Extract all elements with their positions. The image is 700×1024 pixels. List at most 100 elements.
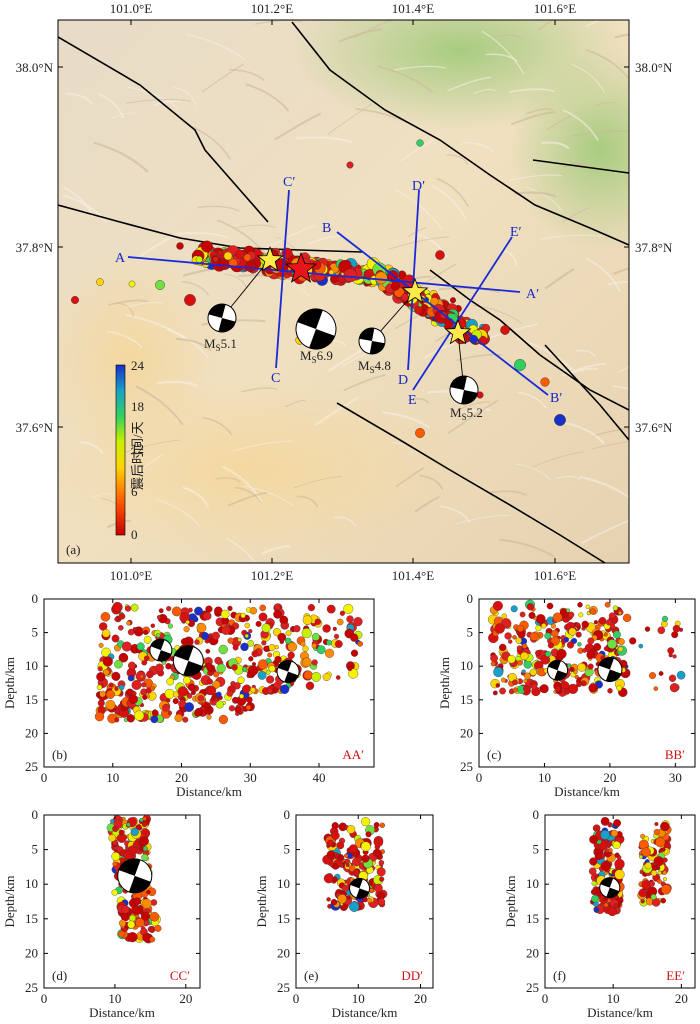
ridge-line xyxy=(591,441,629,450)
fault-line xyxy=(291,21,629,246)
lon-tick: 101.0°E xyxy=(110,568,152,583)
section-dot xyxy=(131,680,142,690)
ridge-line xyxy=(224,273,248,289)
colorbar-tick: 24 xyxy=(131,358,145,373)
ridge-line xyxy=(226,537,257,563)
section-dot xyxy=(520,651,529,661)
profile-line-ee xyxy=(412,236,513,391)
section-dot xyxy=(248,665,259,676)
panel-label: (c) xyxy=(487,747,501,762)
aftershock-dot xyxy=(217,249,223,256)
section-dot xyxy=(128,661,136,670)
section-dot xyxy=(218,644,228,655)
aftershock-dot xyxy=(435,250,445,260)
section-dot xyxy=(349,901,360,912)
section-dot xyxy=(261,640,267,646)
section-dot xyxy=(510,605,518,613)
aftershock-dot xyxy=(416,139,424,147)
section-dot xyxy=(126,714,135,723)
section-dot xyxy=(612,630,621,639)
section-dot xyxy=(311,643,317,649)
section-dot xyxy=(142,816,147,821)
section-dot xyxy=(668,674,677,682)
section-dot xyxy=(112,825,119,832)
ridge-line xyxy=(422,343,455,360)
beachball xyxy=(349,877,371,899)
x-axis-label: Distance/km xyxy=(554,784,620,799)
section-dot xyxy=(118,919,127,927)
section-dot xyxy=(307,604,315,612)
section-dot xyxy=(504,632,512,640)
section-dot xyxy=(214,656,222,665)
section-dot xyxy=(183,626,190,633)
section-dot xyxy=(492,600,503,611)
section-dot xyxy=(138,846,144,852)
section-dot xyxy=(516,645,522,651)
section-dot xyxy=(183,676,191,685)
ridge-line xyxy=(125,313,186,340)
section-dot xyxy=(600,817,610,826)
section-dot xyxy=(521,643,528,649)
lon-tick: 101.0°E xyxy=(110,1,152,16)
section-dot xyxy=(126,620,131,626)
section-dot xyxy=(248,690,253,695)
section-dot xyxy=(649,880,655,887)
section-dot xyxy=(265,670,271,675)
section-dot xyxy=(593,907,600,913)
beachball xyxy=(207,303,237,333)
lon-tick: 101.2°E xyxy=(251,568,293,583)
ridge-line xyxy=(245,83,290,112)
section-dot xyxy=(600,830,610,840)
section-dot xyxy=(302,645,309,652)
section-dot xyxy=(267,688,273,694)
section-dot xyxy=(616,685,623,692)
ridge-line xyxy=(152,100,183,107)
section-dot xyxy=(128,914,136,922)
colorbar-tick: 12 xyxy=(131,441,144,456)
section-dot xyxy=(326,897,331,902)
section-dot xyxy=(509,689,514,695)
section-dot xyxy=(139,674,144,679)
section-dot xyxy=(268,665,276,673)
section-dot xyxy=(589,835,598,844)
ridge-line xyxy=(473,88,496,95)
ridge-line xyxy=(612,385,629,390)
lat-ticks-left: 38.0°N 37.8°N 37.6°N xyxy=(16,60,54,435)
section-dot xyxy=(360,841,371,852)
section-dot xyxy=(589,857,598,866)
section-dot xyxy=(326,850,336,859)
section-dot xyxy=(563,637,569,643)
mech-label-ms4-8: MS4.8 xyxy=(358,358,391,375)
section-dot xyxy=(105,689,115,699)
section-dot xyxy=(184,702,194,712)
profile-tag: CC′ xyxy=(170,968,190,983)
section-dot xyxy=(331,831,340,840)
section-dot xyxy=(132,627,137,632)
section-dot xyxy=(311,672,322,682)
section-dot xyxy=(612,841,621,849)
section-dot xyxy=(512,687,518,693)
section-dot xyxy=(268,644,276,652)
aftershock-dot xyxy=(223,251,233,261)
section-dot xyxy=(279,684,290,694)
section-dot xyxy=(669,683,679,693)
section-dot xyxy=(149,911,160,922)
beachball xyxy=(172,645,204,677)
section-dot xyxy=(151,709,159,717)
section-dot xyxy=(234,706,242,714)
section-dot xyxy=(618,638,625,646)
x-tick-label: 20 xyxy=(175,770,188,785)
section-dot xyxy=(639,869,644,875)
colorbar-tick: 18 xyxy=(131,399,144,414)
section-panel-cc-prime: 0 10 20 0 5 10 15 20 25 Distance/km Depth/km (d) CC′ xyxy=(2,807,201,1020)
ridge-line xyxy=(185,33,245,60)
section-dot xyxy=(257,659,268,670)
section-dot xyxy=(546,602,554,610)
y-tick-label: 5 xyxy=(284,842,291,857)
x-tick-label: 20 xyxy=(414,991,427,1006)
ridge-line xyxy=(508,88,555,94)
section-dot xyxy=(182,716,189,723)
ridge-line xyxy=(462,142,495,153)
section-dot xyxy=(247,640,254,647)
